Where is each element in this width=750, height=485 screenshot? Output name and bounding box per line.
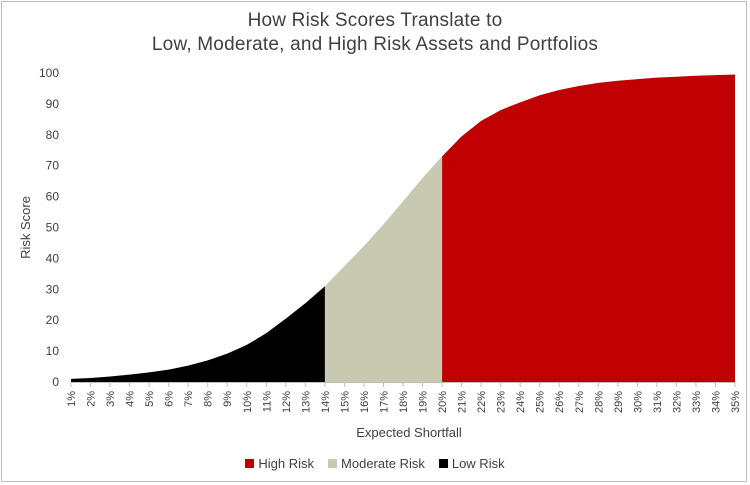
y-tick-label: 70 [46,159,60,173]
x-tick-label: 35% [730,391,742,413]
chart-title-line-1: How Risk Scores Translate to [247,10,503,31]
y-tick-label: 0 [52,375,59,389]
x-tick-label: 24% [515,391,527,413]
area-low-risk [71,286,325,382]
chart-legend: High Risk Moderate Risk Low Risk [0,456,750,471]
x-tick-label: 4% [125,391,137,407]
x-tick-label: 25% [535,391,547,413]
chart-title-line-2: Low, Moderate, and High Risk Assets and … [151,34,599,55]
x-tick-label: 8% [203,391,215,407]
x-axis-title: Expected Shortfall [356,425,462,440]
legend-label-low-risk: Low Risk [451,456,505,471]
y-tick-label: 30 [46,282,60,296]
x-tick-label: 23% [496,391,508,413]
x-tick-label: 18% [398,391,410,413]
legend-swatch-low-risk [438,459,448,468]
x-tick-label: 1% [66,391,78,407]
area-moderate-risk [324,156,443,382]
x-tick-label: 3% [105,391,117,407]
x-tick-label: 21% [457,391,469,413]
x-tick-label: 19% [418,391,430,413]
legend-item-low-risk: Low Risk [438,456,505,471]
x-tick-label: 31% [652,391,664,413]
x-tick-label: 11% [261,391,273,412]
y-tick-label: 60 [46,190,60,204]
area-high-risk [442,74,735,383]
x-tick-label: 33% [691,391,703,413]
x-tick-label: 13% [300,391,312,413]
x-tick-label: 10% [242,391,254,413]
x-tick-label: 32% [671,391,683,413]
x-tick-label: 29% [613,391,625,413]
y-tick-label: 100 [39,66,59,80]
y-axis-title: Risk Score [18,196,33,259]
y-tick-label: 90 [46,97,60,111]
x-tick-label: 9% [222,391,234,407]
x-tick-label: 7% [183,391,195,407]
x-tick-label: 6% [164,391,176,407]
x-tick-label: 15% [339,391,351,413]
x-tick-label: 2% [86,391,98,407]
legend-item-high-risk: High Risk [245,456,314,471]
legend-label-moderate-risk: Moderate Risk [341,456,425,471]
legend-swatch-high-risk [245,459,255,468]
y-tick-label: 80 [46,128,60,142]
x-tick-label: 5% [144,391,156,407]
x-tick-label: 26% [554,391,566,413]
legend-item-moderate-risk: Moderate Risk [328,456,425,471]
legend-swatch-moderate-risk [328,459,338,468]
x-tick-label: 20% [437,391,449,413]
x-tick-label: 28% [593,391,605,413]
x-tick-label: 30% [632,391,644,413]
y-tick-label: 20 [46,313,60,327]
x-tick-label: 22% [476,391,488,413]
x-tick-label: 17% [378,391,390,413]
y-tick-label: 40 [46,251,60,265]
x-tick-label: 34% [710,391,722,413]
y-tick-label: 50 [46,221,60,235]
legend-label-high-risk: High Risk [258,456,315,471]
y-tick-label: 10 [46,344,60,358]
x-tick-label: 14% [320,391,332,413]
x-tick-label: 16% [359,391,371,413]
x-tick-label: 12% [281,391,293,413]
x-tick-label: 27% [574,391,586,413]
